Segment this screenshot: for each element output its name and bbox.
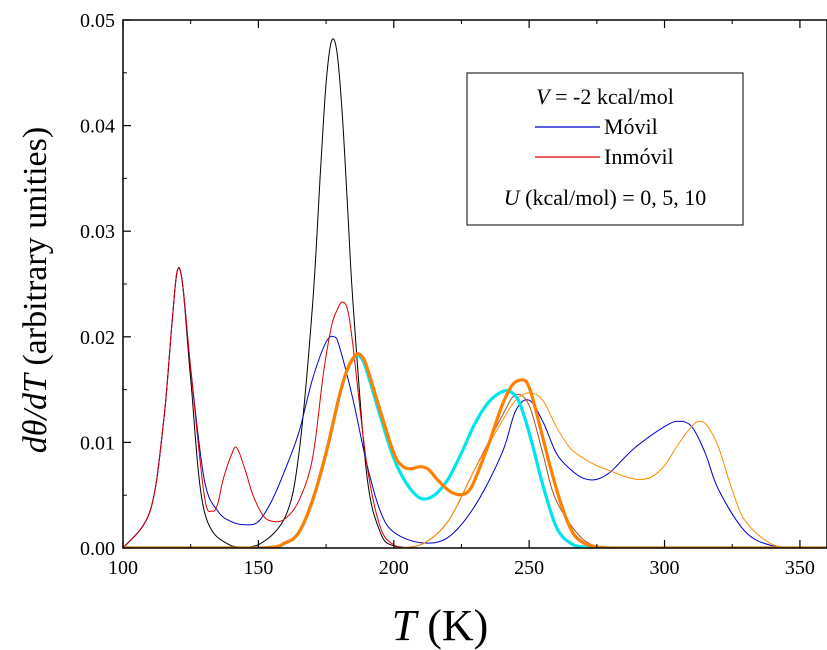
legend-label-movil: Móvil — [604, 114, 658, 139]
axis-titles: T (K) dθ/dT (arbitrary unities) — [17, 127, 488, 650]
legend-header: V = -2 kcal/mol — [536, 84, 674, 109]
legend-footer-variable: U — [504, 185, 522, 210]
y-axis-derivative: dθ/dT — [17, 372, 54, 453]
x-axis-title: T (K) — [392, 601, 489, 650]
legend-footer-value: (kcal/mol) = 0, 5, 10 — [520, 185, 707, 210]
x-tick-label: 100 — [108, 557, 138, 579]
y-axis-title: dθ/dT (arbitrary unities) — [17, 127, 54, 453]
y-tick-label: 0.02 — [80, 327, 115, 349]
x-tick-label: 300 — [650, 557, 680, 579]
series-layer — [123, 38, 827, 548]
x-tick-label: 350 — [785, 557, 815, 579]
y-axis-unit: (arbitrary unities) — [17, 127, 54, 374]
legend-footer: U (kcal/mol) = 0, 5, 10 — [504, 185, 706, 210]
x-tick-label: 150 — [243, 557, 273, 579]
legend-header-variable: V — [536, 84, 552, 109]
legend-header-value: = -2 kcal/mol — [550, 84, 674, 109]
y-tick-label: 0.04 — [80, 116, 115, 138]
legend-box — [466, 72, 744, 226]
series-line-3 — [366, 393, 665, 548]
series-line-4 — [393, 392, 827, 548]
series-line-2 — [123, 267, 435, 548]
y-tick-label: 0.03 — [80, 221, 115, 243]
legend: V = -2 kcal/mol Móvil Inmóvil U (kcal/mo… — [466, 72, 744, 226]
x-axis-variable: T — [392, 601, 420, 650]
series-line-5 — [123, 353, 827, 548]
y-tick-label: 0.05 — [80, 10, 115, 32]
legend-label-inmovil: Inmóvil — [604, 144, 674, 169]
y-tick-label: 0.01 — [80, 432, 115, 454]
ticks-layer: 100 150 200 250 300 350 0.00 0.01 0.02 0.03 0.04 0.… — [80, 10, 815, 579]
x-axis-unit: (K) — [416, 601, 488, 650]
y-tick-label: 0.00 — [80, 538, 115, 560]
x-tick-label: 250 — [514, 557, 544, 579]
series-line-6 — [123, 352, 827, 548]
series-line-1 — [123, 267, 827, 548]
x-tick-label: 200 — [379, 557, 409, 579]
